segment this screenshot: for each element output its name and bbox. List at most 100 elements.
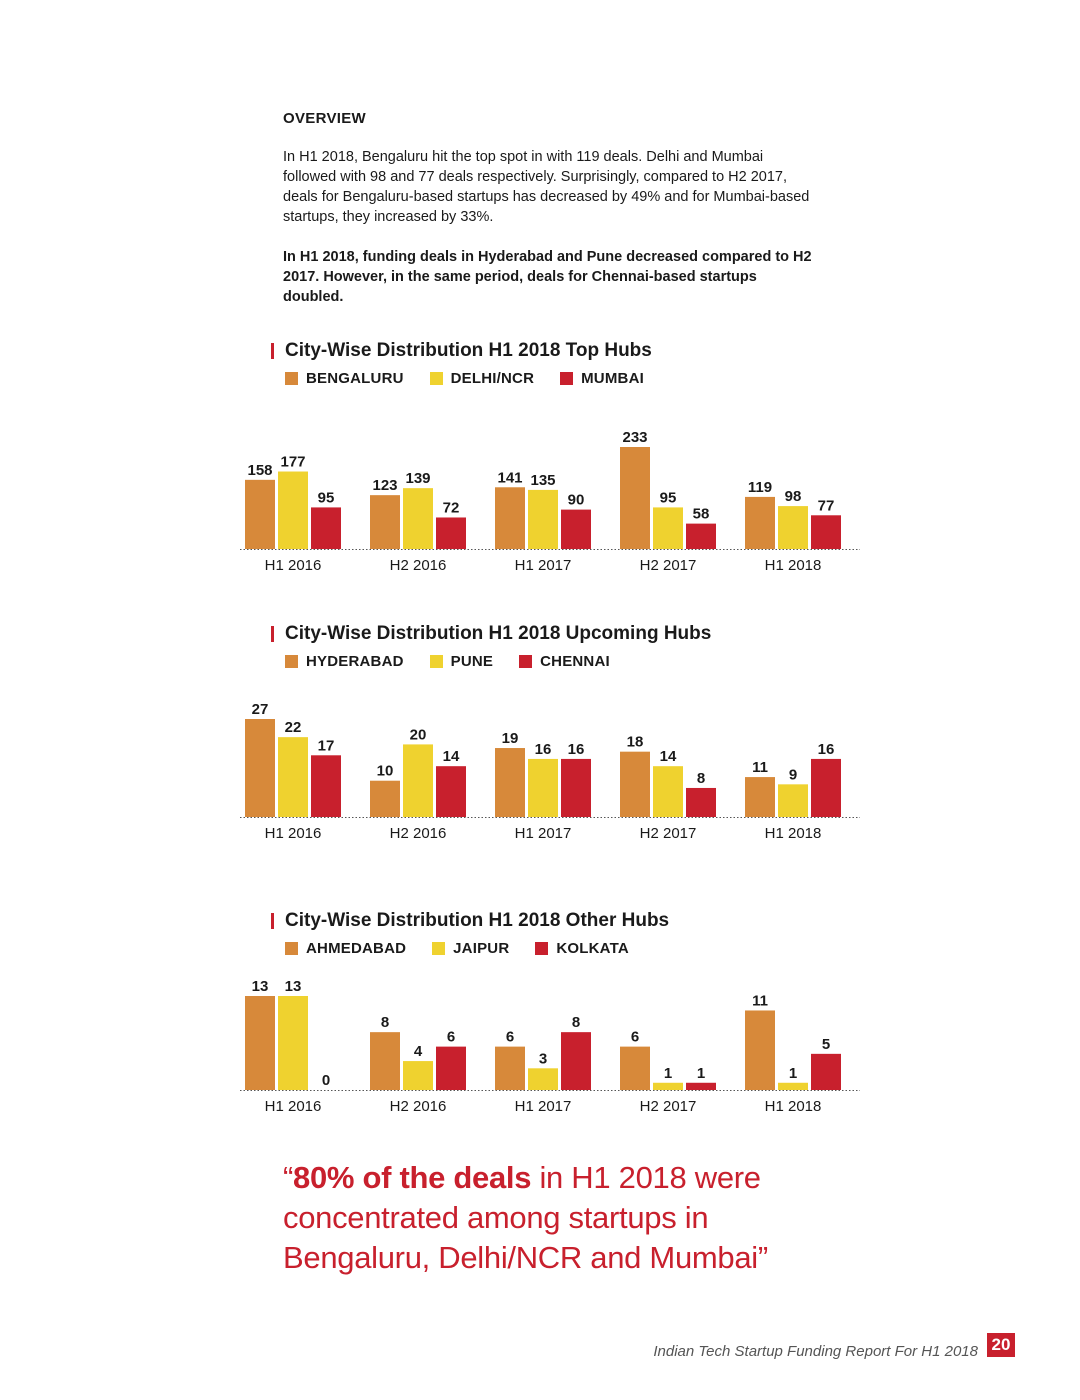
bar [745,1010,775,1090]
bar [370,1032,400,1090]
data-label: 123 [372,477,397,494]
pull-quote: “80% of the deals in H1 2018 were concen… [283,1158,843,1278]
bar [686,787,716,817]
legend-label: DELHI/NCR [450,370,535,387]
bar [561,1032,591,1090]
chart-legend: AHMEDABAD JAIPUR KOLKATA [285,940,629,957]
x-tick-label: H2 2016 [390,825,447,842]
bar [370,780,400,817]
x-tick-label: H1 2017 [515,1098,572,1115]
bar [686,1082,716,1090]
data-label: 14 [660,748,677,765]
legend-swatch [429,372,443,385]
bar [620,447,650,549]
data-label: 9 [789,766,797,783]
data-label: 16 [818,741,835,758]
bar [278,996,308,1090]
bar [686,523,716,549]
bar [811,515,841,549]
data-label: 139 [405,470,430,487]
data-label: 19 [502,730,519,747]
data-label: 72 [443,499,460,516]
data-label: 8 [381,1014,389,1031]
data-label: 141 [497,469,522,486]
bar [528,1068,558,1090]
legend-item-0: HYDERABAD [285,653,404,670]
x-tick-label: H1 2018 [765,557,822,574]
x-tick-label: H2 2017 [640,1098,697,1115]
data-label: 20 [410,726,427,743]
bar [278,471,308,549]
x-tick-label: H1 2016 [265,825,322,842]
legend-swatch [285,942,298,955]
x-tick-label: H1 2016 [265,557,322,574]
data-label: 58 [693,506,710,523]
data-label: 14 [443,748,460,765]
chart-title: City-Wise Distribution H1 2018 Upcoming … [270,623,712,644]
bar [653,507,683,549]
data-label: 3 [539,1050,547,1067]
bar [245,479,275,549]
bar [528,489,558,549]
bar [778,784,808,817]
legend-label: PUNE [450,653,494,670]
data-label: 8 [572,1014,580,1031]
quote-text: in H1 2018 were concentrated among start… [283,1160,768,1275]
data-label: 0 [322,1072,330,1089]
overview-heading: OVERVIEW [283,110,366,127]
data-label: 6 [631,1029,639,1046]
legend-item-1: PUNE [429,653,494,670]
data-label: 6 [447,1029,455,1046]
footer-report-title: Indian Tech Startup Funding Report For H… [653,1343,978,1360]
legend-swatch [560,372,574,385]
data-label: 8 [697,770,705,787]
bar [311,507,341,549]
data-label: 1 [664,1065,672,1082]
bar [745,496,775,549]
data-label: 27 [252,701,269,718]
bar [245,996,275,1090]
overview-paragraph-1: In H1 2018, Bengaluru hit the top spot i… [283,149,810,225]
data-label: 77 [818,497,835,514]
x-tick-label: H2 2017 [640,825,697,842]
chart-title: City-Wise Distribution H1 2018 Top Hubs [271,340,652,361]
legend-label: HYDERABAD [306,653,404,670]
data-label: 5 [822,1036,830,1053]
bar [403,488,433,549]
data-label: 177 [280,454,305,471]
data-label: 13 [285,978,302,995]
bar [620,1046,650,1090]
legend-swatch [285,372,298,385]
x-tick-label: H2 2016 [390,1098,447,1115]
data-label: 4 [414,1043,423,1060]
x-tick-label: H1 2017 [515,557,572,574]
legend-label: BENGALURU [306,370,404,387]
bar [278,737,308,817]
data-label: 95 [318,489,335,506]
legend-label: MUMBAI [581,370,644,387]
x-tick-label: H1 2016 [265,1098,322,1115]
legend-swatch [432,942,446,955]
bar [620,751,650,817]
legend-swatch [429,655,443,668]
bar [653,766,683,817]
data-label: 16 [568,741,585,758]
data-label: 233 [622,429,647,446]
bar [653,1082,683,1090]
legend-swatch [535,942,549,955]
data-label: 158 [247,462,272,479]
legend-label: KOLKATA [556,940,629,957]
bar [811,758,841,817]
bar [745,777,775,817]
top-hubs-bar-chart: 158 177 95 H1 2016 123 139 72 H2 2016 141 135 90 H1… [240,429,860,574]
bar [495,748,525,817]
bar [245,719,275,817]
data-label: 22 [285,719,302,736]
legend-item-2: CHENNAI [519,653,610,670]
bar [311,755,341,817]
legend-item-1: JAIPUR [432,940,509,957]
data-label: 17 [318,737,335,754]
x-tick-label: H1 2018 [765,825,822,842]
x-tick-label: H2 2016 [390,557,447,574]
legend-item-2: MUMBAI [560,370,644,387]
